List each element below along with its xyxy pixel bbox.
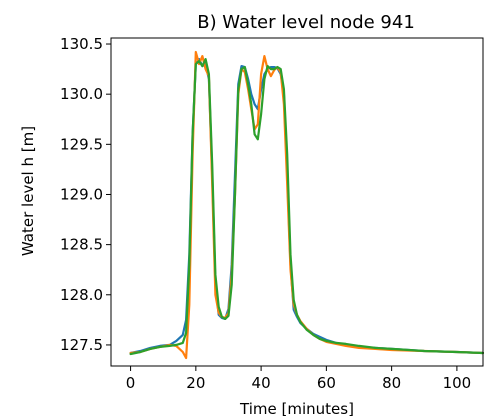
- y-axis: 127.5 128.0 128.5 129.0 129.5 130.0 130.5: [60, 35, 111, 354]
- plot-frame: [110, 37, 484, 367]
- x-tick-label: 80: [382, 374, 401, 392]
- y-axis-title: Water level h [m]: [19, 126, 37, 256]
- x-axis: 0 20 40 60 80 100: [126, 366, 471, 392]
- x-tick-label: 60: [317, 374, 336, 392]
- series-line-1: [129, 57, 484, 355]
- x-tick-label: 20: [186, 374, 205, 392]
- x-tick-label: 40: [252, 374, 271, 392]
- series-layer: [129, 50, 484, 360]
- series-line-2: [129, 50, 484, 360]
- x-tick-label: 0: [126, 374, 136, 392]
- x-axis-title: Time [minutes]: [239, 400, 354, 418]
- y-tick-label: 127.5: [60, 336, 103, 354]
- y-tick-label: 130.0: [60, 85, 103, 103]
- y-tick-label: 129.5: [60, 135, 103, 153]
- y-tick-label: 129.0: [60, 185, 103, 203]
- y-tick-label: 128.0: [60, 286, 103, 304]
- y-tick-label: 130.5: [60, 35, 103, 53]
- chart-title: B) Water level node 941: [197, 12, 415, 33]
- x-tick-label: 100: [443, 374, 472, 392]
- y-tick-label: 128.5: [60, 236, 103, 254]
- series-line-3: [129, 57, 484, 356]
